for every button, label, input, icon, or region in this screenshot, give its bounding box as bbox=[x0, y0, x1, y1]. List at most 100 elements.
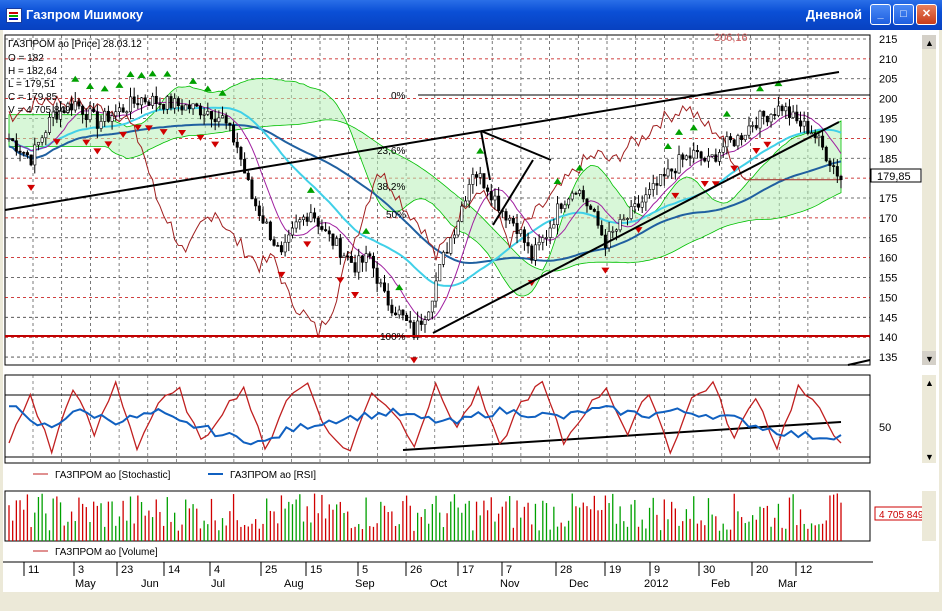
candle-body bbox=[732, 139, 736, 147]
price-candle bbox=[581, 185, 585, 203]
horizontal-scrollbar[interactable] bbox=[3, 592, 939, 606]
candle-body bbox=[828, 160, 832, 166]
up-fractal-arrow bbox=[115, 81, 124, 88]
candle-body bbox=[353, 262, 357, 273]
candle-body bbox=[165, 96, 169, 110]
day-tick-label: 15 bbox=[310, 564, 322, 576]
price-candle bbox=[475, 171, 479, 187]
day-tick-label: 4 bbox=[214, 564, 220, 576]
candle-body bbox=[740, 135, 744, 140]
price-candle bbox=[600, 220, 604, 236]
price-candle bbox=[228, 122, 232, 132]
price-candle bbox=[533, 237, 537, 266]
candle-body bbox=[460, 205, 464, 222]
price-candle bbox=[467, 178, 471, 208]
candle-body bbox=[570, 192, 574, 200]
down-fractal-arrow bbox=[211, 141, 220, 148]
price-candle bbox=[364, 245, 368, 272]
price-candle bbox=[515, 214, 519, 244]
candle-body bbox=[452, 234, 456, 239]
trend-lines bbox=[4, 71, 871, 366]
chikou-line bbox=[8, 94, 841, 338]
price-candle bbox=[383, 274, 387, 293]
candle-body bbox=[596, 211, 600, 226]
up-fractal-arrow bbox=[163, 70, 172, 77]
price-scrollbar[interactable] bbox=[922, 35, 936, 365]
price-candle bbox=[692, 142, 696, 163]
price-candle bbox=[504, 208, 508, 229]
candle-body bbox=[784, 106, 788, 112]
price-candle bbox=[224, 112, 228, 130]
candle-body bbox=[106, 110, 110, 122]
candle-body bbox=[600, 225, 604, 236]
day-tick-label: 19 bbox=[609, 564, 621, 576]
candle-body bbox=[765, 115, 769, 123]
up-fractal-arrow bbox=[218, 89, 227, 96]
candle-body bbox=[611, 230, 615, 233]
candle-body bbox=[754, 125, 758, 129]
price-candle bbox=[394, 306, 398, 316]
chart-client-area[interactable]: 2152102052001951901851801751701651601551… bbox=[3, 30, 939, 606]
candle-body bbox=[648, 189, 652, 196]
chart-svg[interactable]: 2152102052001951901851801751701651601551… bbox=[3, 30, 939, 606]
title-bar[interactable]: Газпром Ишимоку Дневной _ □ ✕ bbox=[0, 0, 942, 30]
price-candle bbox=[452, 229, 456, 244]
price-candle bbox=[718, 149, 722, 166]
price-candle bbox=[740, 132, 744, 146]
price-candle bbox=[791, 105, 795, 119]
candle-body bbox=[103, 110, 107, 122]
last-price-label: 179,85 bbox=[877, 171, 911, 183]
candle-body bbox=[176, 98, 180, 107]
price-tick-label: 185 bbox=[879, 153, 897, 165]
price-candle bbox=[817, 132, 821, 147]
price-candle bbox=[261, 206, 265, 224]
price-candle bbox=[103, 107, 107, 127]
candle-body bbox=[427, 311, 431, 320]
candle-body bbox=[331, 233, 335, 246]
month-tick-label: Oct bbox=[430, 578, 447, 590]
candle-body bbox=[294, 221, 298, 229]
candle-body bbox=[158, 103, 162, 105]
candle-body bbox=[394, 312, 398, 316]
price-candle bbox=[195, 102, 199, 108]
candle-body bbox=[578, 190, 582, 194]
scroll-up-button[interactable] bbox=[922, 35, 936, 49]
price-candle bbox=[589, 204, 593, 211]
price-candle bbox=[125, 110, 129, 116]
price-candle bbox=[151, 92, 155, 109]
candle-body bbox=[36, 141, 40, 146]
osc-scrollbar[interactable] bbox=[922, 375, 936, 463]
close-button[interactable]: ✕ bbox=[916, 4, 937, 25]
price-candle bbox=[629, 199, 633, 221]
vol-scrollbar[interactable] bbox=[922, 491, 936, 541]
month-tick-label: Feb bbox=[711, 578, 730, 590]
candle-body bbox=[821, 135, 825, 148]
candle-body bbox=[7, 138, 11, 140]
candle-body bbox=[441, 251, 445, 265]
candle-body bbox=[718, 152, 722, 162]
price-candle bbox=[784, 102, 788, 119]
price-candle bbox=[70, 96, 74, 116]
price-tick-label: 190 bbox=[879, 133, 897, 145]
candle-body bbox=[482, 173, 486, 189]
price-candle bbox=[397, 305, 401, 319]
candle-body bbox=[383, 282, 387, 292]
candle-body bbox=[526, 242, 530, 247]
maximize-button[interactable]: □ bbox=[893, 4, 914, 25]
month-tick-label: Jul bbox=[211, 578, 225, 590]
price-candle bbox=[486, 184, 490, 197]
candle-body bbox=[710, 154, 714, 157]
candle-body bbox=[198, 105, 202, 116]
scroll-down-button[interactable] bbox=[922, 351, 936, 365]
app-icon bbox=[6, 8, 22, 23]
candle-body bbox=[762, 110, 766, 117]
minimize-button[interactable]: _ bbox=[870, 4, 891, 25]
price-candle bbox=[684, 154, 688, 161]
candle-body bbox=[335, 238, 339, 246]
day-tick-label: 9 bbox=[654, 564, 660, 576]
candle-body bbox=[40, 137, 44, 143]
price-candle bbox=[563, 200, 567, 213]
price-candle bbox=[66, 101, 70, 115]
up-fractal-arrow bbox=[203, 85, 212, 92]
fib-label-100: 100% bbox=[380, 332, 406, 343]
